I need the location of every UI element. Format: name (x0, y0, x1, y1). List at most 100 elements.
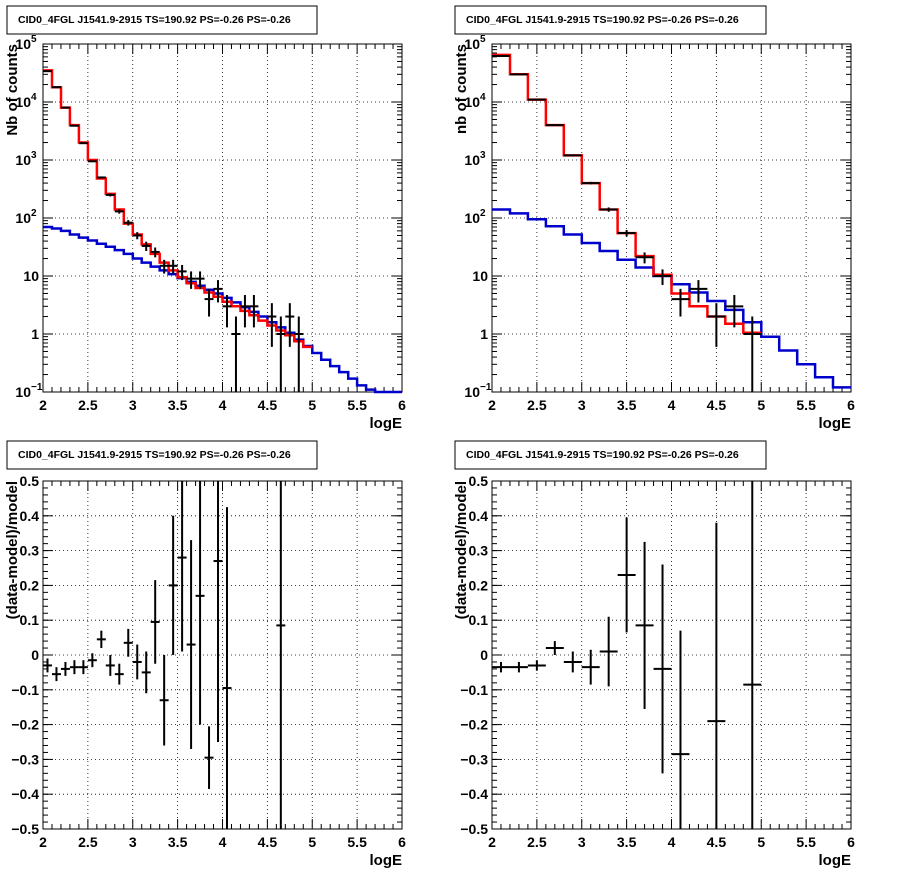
data-point (635, 541, 654, 709)
title-box (6, 5, 318, 35)
data-point (105, 193, 115, 197)
x-tick-label: 5.5 (796, 834, 816, 850)
data-point (159, 259, 169, 274)
data-point (78, 142, 88, 145)
model-total-histogram (43, 69, 313, 349)
x-tick-label: 3.5 (168, 397, 188, 413)
data-point (123, 220, 133, 226)
y-tick-label: 0.1 (20, 612, 40, 628)
x-tick-label: 2 (488, 834, 496, 850)
chart-title: CID0_4FGL J1541.9-2915 TS=190.92 PS=-0.2… (18, 449, 291, 461)
y-tick-label: 0 (480, 647, 488, 663)
y-tick-label: 10 (464, 210, 480, 226)
y-tick-label: 10 (15, 152, 31, 168)
y-tick-label: −0.1 (11, 682, 39, 698)
y-tick-label: −0.4 (460, 786, 488, 802)
data-point (276, 481, 286, 829)
data-point (294, 316, 304, 392)
data-point (617, 517, 636, 633)
data-point (671, 630, 690, 829)
data-point (168, 259, 178, 274)
data-point (177, 481, 187, 652)
data-point (177, 264, 187, 281)
x-tick-label: 4 (668, 834, 676, 850)
y-tick-label: 0 (31, 647, 39, 663)
data-point (96, 630, 106, 649)
y-tick-label: −0.4 (11, 786, 39, 802)
data-point (743, 481, 762, 829)
data-point (240, 295, 250, 328)
x-tick-label: 6 (847, 834, 855, 850)
x-tick-label: 3.5 (617, 834, 637, 850)
data-point (635, 252, 654, 264)
data-point (213, 280, 223, 303)
data-point (60, 106, 70, 109)
y-tick-label: 0.5 (469, 473, 489, 489)
data-point (150, 247, 160, 258)
x-axis-label: logE (819, 852, 852, 869)
data-point (509, 73, 528, 76)
x-tick-label: 2.5 (78, 397, 98, 413)
spectrum-panel-right: CID0_4FGL J1541.9-2915 TS=190.92 PS=-0.2… (453, 5, 855, 432)
y-tick-exponent: −1 (480, 382, 492, 393)
y-tick-exponent: 5 (480, 34, 486, 45)
y-tick-label: −0.3 (460, 751, 488, 767)
data-point (186, 271, 196, 289)
y-tick-label: 0.1 (469, 612, 489, 628)
data-point (707, 522, 726, 829)
x-tick-label: 3.5 (168, 834, 188, 850)
data-point (222, 507, 232, 829)
x-axis-label: logE (370, 415, 403, 432)
y-tick-label: 0.3 (469, 543, 489, 559)
data-point (195, 481, 205, 725)
data-point (617, 230, 636, 237)
data-point (581, 181, 600, 185)
data-point (545, 641, 564, 655)
x-axis-label: logE (819, 415, 852, 432)
x-tick-label: 3 (578, 397, 586, 413)
data-point (43, 658, 52, 673)
data-point (653, 269, 672, 285)
x-tick-label: 4 (219, 834, 227, 850)
data-point (132, 644, 142, 680)
y-tick-label: 10 (472, 268, 488, 284)
y-tick-exponent: 2 (31, 208, 37, 219)
y-tick-label: 1 (31, 326, 39, 342)
data-point (725, 295, 744, 328)
data-point (581, 649, 600, 685)
y-tick-exponent: 5 (31, 34, 37, 45)
data-point (78, 660, 88, 675)
x-tick-label: 5 (757, 834, 765, 850)
data-point (69, 124, 79, 127)
x-tick-label: 6 (398, 834, 406, 850)
x-tick-label: 4.5 (258, 834, 278, 850)
x-tick-label: 3 (578, 834, 586, 850)
data-point (231, 316, 241, 392)
data-point (671, 288, 690, 317)
chart-title: CID0_4FGL J1541.9-2915 TS=190.92 PS=-0.2… (466, 449, 739, 461)
y-tick-label: 0.5 (20, 473, 40, 489)
data-point (87, 653, 97, 668)
y-tick-exponent: 4 (480, 92, 486, 103)
data-point (204, 726, 214, 789)
data-point (653, 564, 672, 774)
y-tick-exponent: −1 (31, 382, 43, 393)
data-point (96, 176, 106, 179)
x-tick-label: 5.5 (347, 397, 367, 413)
y-tick-label: 10 (15, 384, 31, 400)
x-tick-label: 2.5 (78, 834, 98, 850)
x-tick-label: 2 (39, 834, 47, 850)
y-tick-exponent: 3 (31, 150, 37, 161)
x-tick-label: 2.5 (527, 834, 547, 850)
x-tick-label: 4 (219, 397, 227, 413)
data-point (105, 655, 115, 676)
x-axis-label: logE (370, 852, 403, 869)
residual-panel-right: CID0_4FGL J1541.9-2915 TS=190.92 PS=-0.2… (453, 440, 855, 869)
title-box (454, 5, 767, 35)
data-point (285, 303, 295, 347)
x-tick-label: 4 (668, 397, 676, 413)
data-point (563, 154, 582, 157)
y-tick-label: 10 (464, 36, 480, 52)
